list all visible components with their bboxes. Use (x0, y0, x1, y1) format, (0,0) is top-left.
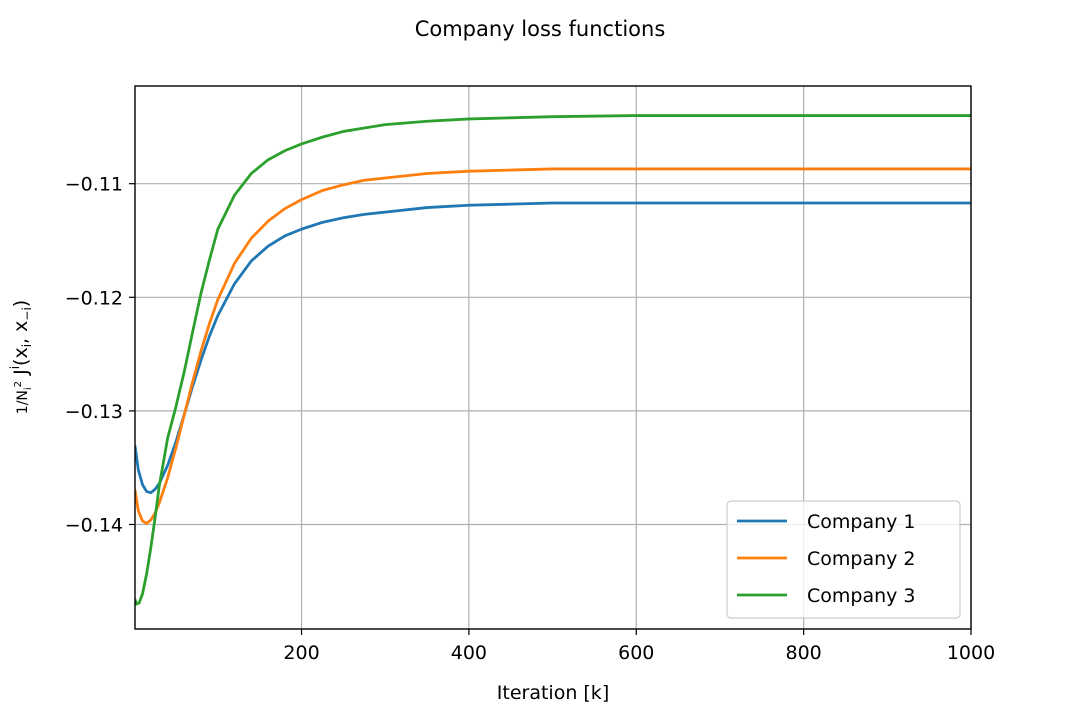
series-line-company-3 (135, 114, 971, 606)
chart-title: Company loss functions (415, 17, 666, 41)
x-tick-label: 800 (785, 642, 821, 664)
y-tick-label: −0.11 (65, 174, 123, 196)
x-axis-label: Iteration [k] (497, 682, 609, 704)
series-line-company-1 (135, 201, 971, 495)
y-axis-label: 1/Ni2 Ji(xi, x−i) (8, 300, 34, 414)
y-tick-label: −0.12 (65, 287, 123, 309)
x-tick-label: 200 (283, 642, 319, 664)
x-tick-label: 600 (618, 642, 654, 664)
legend: Company 1 Company 2 Company 3 (726, 500, 961, 619)
x-tick-label: 1000 (947, 642, 995, 664)
legend-label: Company 1 (807, 511, 916, 533)
y-tick-label: −0.14 (65, 514, 123, 536)
legend-label: Company 3 (807, 585, 916, 607)
y-tick-label: −0.13 (65, 401, 123, 423)
plot-area (135, 114, 971, 606)
axes-frame (134, 85, 972, 630)
x-axis: 200 400 600 800 1000 (283, 629, 995, 664)
legend-box (726, 500, 961, 619)
y-axis: −0.14 −0.13 −0.12 −0.11 (65, 174, 135, 536)
series-line-company-2 (135, 167, 971, 525)
x-tick-label: 400 (451, 642, 487, 664)
legend-label: Company 2 (807, 548, 916, 570)
